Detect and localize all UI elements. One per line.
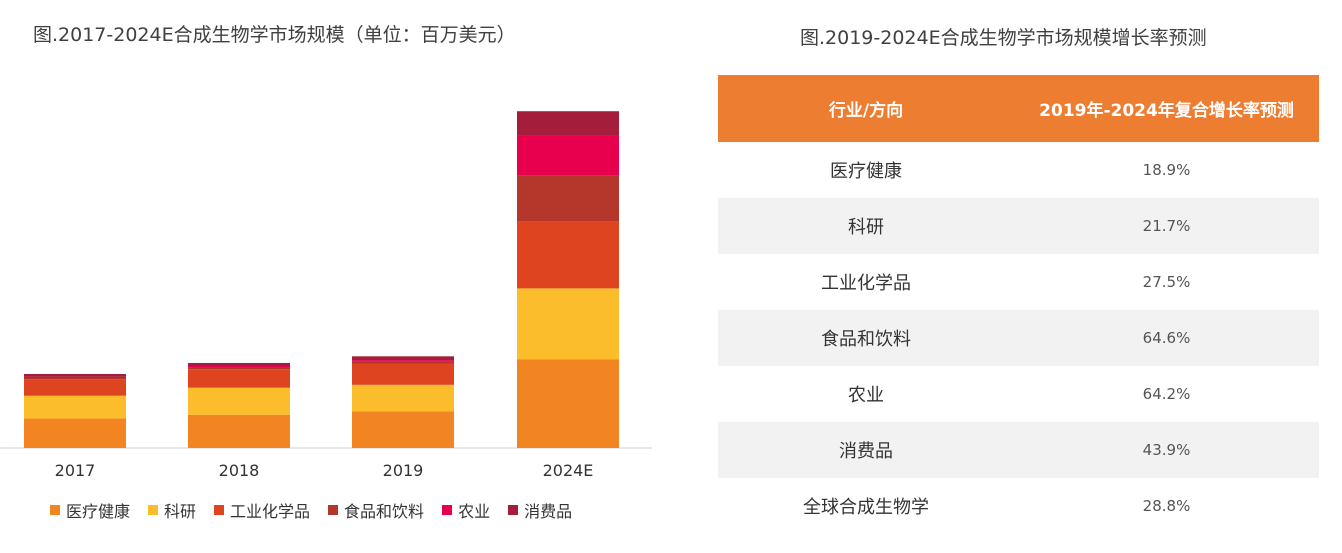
- rate-cell: 64.6%: [1014, 310, 1319, 366]
- legend-item: 消费品: [508, 498, 572, 522]
- table-row: 农业 64.2%: [718, 366, 1319, 422]
- industry-cell: 工业化学品: [718, 254, 1014, 310]
- bar-segment: [188, 366, 290, 368]
- legend-item: 食品和饮料: [328, 498, 424, 522]
- legend-item: 农业: [442, 498, 490, 522]
- bar-segment: [352, 384, 454, 412]
- legend-label: 消费品: [524, 502, 573, 521]
- chart-legend: 医疗健康 科研 工业化学品 食品和饮料 农业 消费品: [50, 498, 572, 522]
- table-row: 医疗健康 18.9%: [718, 142, 1319, 198]
- bar-segment: [352, 411, 454, 448]
- chart-panel: 图.2017-2024E合成生物学市场规模（单位：百万美元） 2017 2018 2…: [0, 24, 652, 522]
- rate-cell: 43.9%: [1014, 422, 1319, 478]
- rate-cell: 21.7%: [1014, 198, 1319, 254]
- bar-segment: [24, 373, 126, 377]
- legend-swatch: [442, 505, 453, 515]
- header-cagr: 2019年-2024年复合增长率预测: [1014, 75, 1319, 142]
- chart-title: 图.2017-2024E合成生物学市场规模（单位：百万美元）: [33, 24, 516, 46]
- legend-label: 医疗健康: [66, 502, 131, 521]
- legend-swatch: [50, 505, 60, 515]
- legend-label: 食品和饮料: [344, 502, 425, 521]
- table-row: 科研 21.7%: [718, 198, 1319, 254]
- bar-segment: [188, 367, 290, 370]
- bar-segment: [517, 359, 619, 448]
- legend-label: 科研: [164, 502, 197, 521]
- rate-cell: 27.5%: [1014, 254, 1319, 310]
- rate-cell: 18.9%: [1014, 142, 1319, 198]
- x-tick-label: 2017: [55, 461, 96, 480]
- table-row: 工业化学品 27.5%: [718, 254, 1319, 310]
- table-title: 图.2019-2024E合成生物学市场规模增长率预测: [800, 27, 1207, 49]
- legend-swatch: [328, 505, 339, 515]
- industry-cell: 全球合成生物学: [718, 478, 1014, 534]
- legend-label: 农业: [458, 502, 491, 521]
- bar-segment: [24, 377, 126, 380]
- bar-segment: [188, 369, 290, 388]
- bar-segment: [188, 387, 290, 415]
- industry-cell: 科研: [718, 198, 1014, 254]
- bar-segment: [188, 414, 290, 448]
- industry-cell: 农业: [718, 366, 1014, 422]
- cagr-table: 行业/方向 2019年-2024年复合增长率预测 医疗健康 18.9% 科研 2…: [718, 75, 1319, 534]
- legend-item: 工业化学品: [214, 498, 310, 522]
- table-panel: 图.2019-2024E合成生物学市场规模增长率预测 行业/方向 2019年-2…: [680, 0, 1342, 553]
- x-tick-label: 2024E: [543, 461, 594, 480]
- bar-segment: [24, 395, 126, 419]
- x-tick-label: 2018: [219, 461, 260, 480]
- bar-segment: [352, 356, 454, 361]
- bar-segment: [24, 418, 126, 448]
- industry-cell: 医疗健康: [718, 142, 1014, 198]
- bar-segment: [352, 360, 454, 362]
- bar-segment: [517, 175, 619, 222]
- rate-cell: 28.8%: [1014, 478, 1319, 534]
- bar-segment: [517, 111, 619, 136]
- bar-segment: [517, 288, 619, 360]
- x-tick-label: 2019: [383, 461, 424, 480]
- table-row: 全球合成生物学 28.8%: [718, 478, 1319, 534]
- bar-segment: [517, 135, 619, 176]
- rate-cell: 64.2%: [1014, 366, 1319, 422]
- industry-cell: 食品和饮料: [718, 310, 1014, 366]
- legend-swatch: [214, 505, 225, 515]
- bar-segment: [24, 376, 126, 378]
- bar-segment: [352, 363, 454, 385]
- legend-item: 科研: [148, 498, 196, 522]
- legend-swatch: [148, 505, 159, 515]
- table-row: 消费品 43.9%: [718, 422, 1319, 478]
- table-header-row: 行业/方向 2019年-2024年复合增长率预测: [718, 75, 1319, 142]
- header-industry: 行业/方向: [718, 75, 1014, 142]
- bar-segment: [24, 379, 126, 396]
- bar-segment: [352, 361, 454, 364]
- bar-segment: [517, 221, 619, 289]
- stacked-bar-chart: 2017 2018 2019 2024E: [0, 111, 652, 480]
- legend-swatch: [508, 505, 519, 515]
- bar-segment: [188, 362, 290, 367]
- legend-label: 工业化学品: [230, 502, 311, 521]
- industry-cell: 消费品: [718, 422, 1014, 478]
- table-row: 食品和饮料 64.6%: [718, 310, 1319, 366]
- legend-item: 医疗健康: [50, 498, 130, 522]
